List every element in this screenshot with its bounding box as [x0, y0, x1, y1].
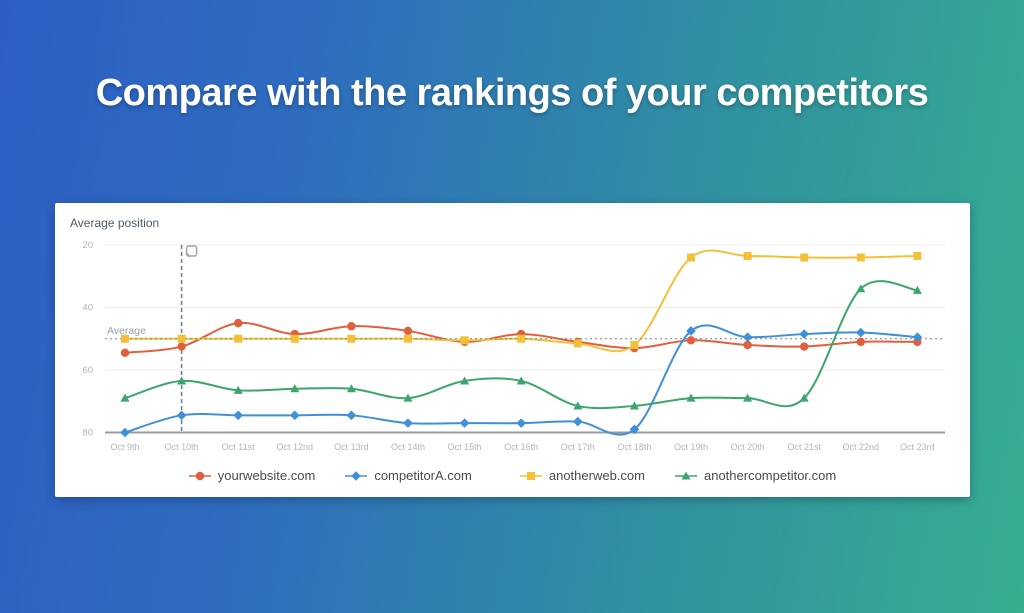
- data-point-square[interactable]: [687, 253, 695, 262]
- data-point-triangle[interactable]: [799, 393, 809, 402]
- data-point-circle[interactable]: [347, 322, 356, 331]
- data-point-diamond[interactable]: [176, 410, 187, 421]
- data-point-diamond[interactable]: [629, 424, 640, 435]
- average-line-label: Average: [107, 325, 146, 337]
- x-axis-label: Oct 23rd: [900, 442, 935, 452]
- x-axis-label: Oct 22nd: [843, 442, 880, 452]
- x-axis-label: Oct 19th: [674, 442, 708, 452]
- data-point-diamond[interactable]: [799, 329, 810, 339]
- x-axis-label: Oct 17th: [561, 442, 595, 452]
- data-point-diamond[interactable]: [572, 416, 583, 427]
- legend-item-anothercompetitor.com[interactable]: anothercompetitor.com: [674, 468, 837, 483]
- legend-marker-icon: [674, 471, 697, 479]
- data-point-square[interactable]: [630, 341, 639, 349]
- data-point-triangle[interactable]: [686, 393, 696, 402]
- data-point-circle[interactable]: [177, 342, 186, 351]
- data-point-triangle[interactable]: [912, 285, 922, 294]
- x-axis-label: Oct 10th: [165, 442, 199, 452]
- y-axis-label: 40: [82, 303, 93, 314]
- data-point-square[interactable]: [573, 339, 582, 348]
- data-point-triangle[interactable]: [177, 376, 187, 385]
- data-point-square[interactable]: [913, 251, 922, 260]
- data-point-circle[interactable]: [686, 336, 696, 345]
- data-point-diamond[interactable]: [855, 327, 866, 338]
- data-point-triangle[interactable]: [573, 401, 583, 410]
- data-point-diamond[interactable]: [912, 332, 923, 342]
- data-point-triangle[interactable]: [460, 376, 470, 385]
- legend-label: competitorA.com: [374, 468, 472, 483]
- page-title: Compare with the rankings of your compet…: [95, 72, 929, 114]
- data-point-circle[interactable]: [800, 342, 809, 351]
- series-line-1[interactable]: [124, 324, 918, 436]
- data-point-square[interactable]: [517, 334, 526, 343]
- note-icon[interactable]: [185, 245, 198, 257]
- data-point-square[interactable]: [121, 334, 129, 343]
- y-axis-label: 80: [82, 428, 93, 439]
- data-point-diamond[interactable]: [346, 410, 357, 421]
- series-line-3[interactable]: [124, 280, 918, 410]
- x-axis-label: Oct 15th: [448, 442, 482, 452]
- data-point-diamond[interactable]: [742, 332, 753, 342]
- legend-marker-icon: [188, 471, 211, 480]
- x-axis-label: Oct 16th: [504, 442, 538, 452]
- x-axis-label: Oct 13rd: [334, 442, 369, 452]
- legend-label: yourwebsite.com: [217, 468, 316, 483]
- data-point-diamond[interactable]: [289, 410, 300, 421]
- data-point-triangle[interactable]: [233, 385, 243, 394]
- legend-item-anotherweb.com[interactable]: anotherweb.com: [519, 468, 645, 483]
- x-axis-label: Oct 11st: [222, 442, 255, 452]
- x-axis-label: Oct 20th: [731, 442, 765, 452]
- data-point-square[interactable]: [460, 336, 469, 345]
- data-point-circle[interactable]: [234, 318, 243, 328]
- data-point-triangle[interactable]: [681, 471, 691, 479]
- legend-label: anothercompetitor.com: [703, 468, 837, 483]
- data-point-diamond[interactable]: [459, 418, 470, 428]
- data-point-triangle[interactable]: [516, 376, 526, 385]
- data-point-square[interactable]: [743, 251, 752, 260]
- data-point-triangle[interactable]: [856, 284, 866, 293]
- data-point-triangle[interactable]: [290, 384, 300, 393]
- legend-item-yourwebsite.com[interactable]: yourwebsite.com: [188, 468, 316, 483]
- legend-label: anotherweb.com: [548, 468, 645, 483]
- data-point-square[interactable]: [800, 253, 809, 262]
- data-point-triangle[interactable]: [346, 384, 356, 393]
- data-point-square[interactable]: [290, 334, 299, 343]
- x-axis-label: Oct 9th: [110, 442, 139, 452]
- data-point-diamond[interactable]: [351, 470, 362, 481]
- x-axis-label: Oct 14th: [391, 442, 425, 452]
- data-point-square[interactable]: [526, 471, 535, 480]
- chart-legend: yourwebsite.com competitorA.com anotherweb…: [55, 468, 970, 483]
- data-point-square[interactable]: [177, 334, 186, 343]
- data-point-square[interactable]: [404, 334, 412, 343]
- x-axis-label: Oct 21st: [787, 442, 821, 452]
- x-axis-label: Oct 12nd: [277, 442, 314, 452]
- rankings-line-chart[interactable]: 20 40 60 80 Oct 9th Oct 10th Oct 11st Oct 12nd O…: [55, 203, 970, 463]
- data-point-square[interactable]: [234, 334, 243, 343]
- legend-marker-icon: [519, 471, 542, 480]
- data-point-triangle[interactable]: [743, 393, 753, 402]
- data-point-circle[interactable]: [195, 471, 204, 480]
- legend-item-competitorA.com[interactable]: competitorA.com: [345, 468, 472, 483]
- data-point-diamond[interactable]: [233, 410, 244, 421]
- data-point-triangle[interactable]: [120, 393, 130, 402]
- data-point-circle[interactable]: [743, 340, 752, 350]
- data-point-triangle[interactable]: [403, 393, 413, 402]
- data-point-circle[interactable]: [403, 326, 413, 336]
- note-icon-fold: [186, 252, 191, 257]
- data-point-diamond[interactable]: [403, 418, 413, 428]
- data-point-triangle[interactable]: [629, 401, 639, 410]
- legend-marker-icon: [345, 470, 368, 481]
- data-point-diamond[interactable]: [516, 418, 527, 428]
- data-point-square[interactable]: [856, 253, 865, 262]
- chart-card: Average position 20 40 60 80 Oct 9th Oct 10th…: [55, 203, 970, 497]
- data-point-circle[interactable]: [856, 337, 865, 347]
- data-point-diamond[interactable]: [120, 427, 130, 438]
- x-axis-label: Oct 18th: [617, 442, 651, 452]
- data-point-square[interactable]: [347, 334, 356, 343]
- y-axis-label: 60: [82, 365, 93, 376]
- y-axis-label: 20: [82, 240, 93, 251]
- data-point-circle[interactable]: [120, 348, 130, 358]
- chart-title: Average position: [70, 216, 160, 230]
